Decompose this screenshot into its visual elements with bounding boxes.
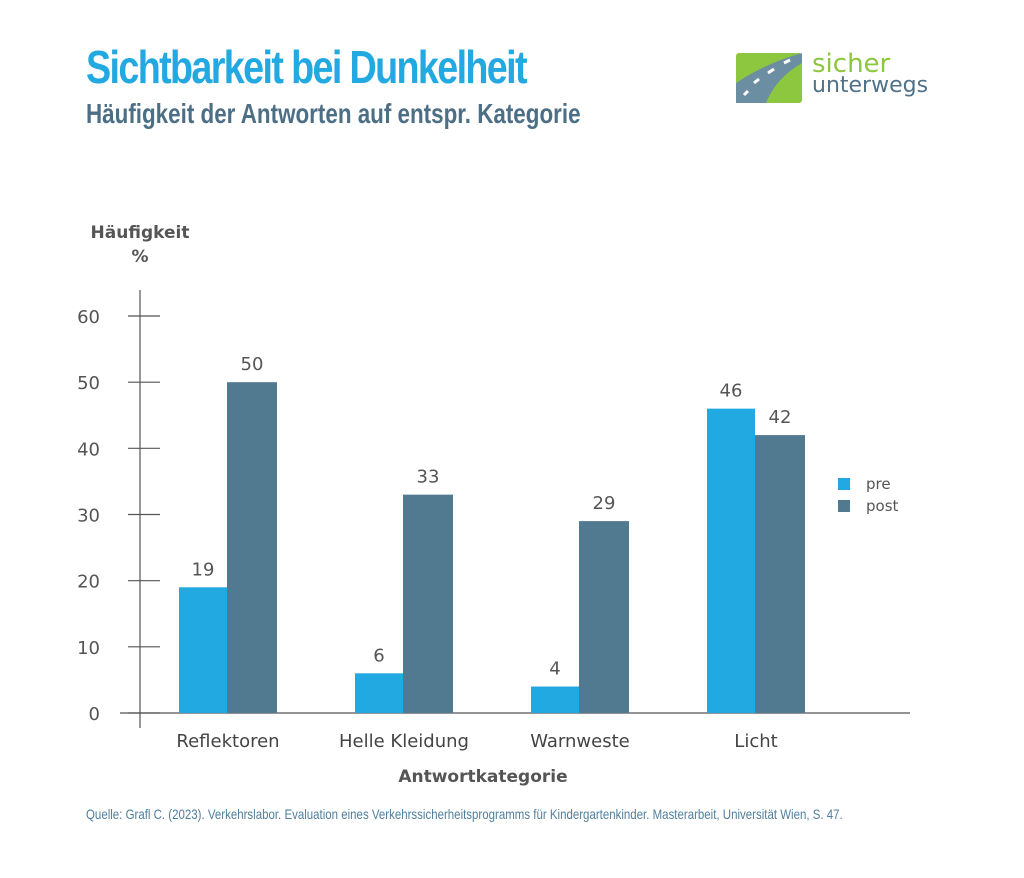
y-tick-label: 60 bbox=[77, 307, 100, 328]
x-tick-label: Licht bbox=[734, 731, 777, 752]
logo-text-unterwegs: unterwegs bbox=[812, 73, 929, 98]
data-label-post: 50 bbox=[241, 354, 264, 375]
data-label-pre: 6 bbox=[373, 645, 384, 666]
y-tick-label: 20 bbox=[77, 572, 100, 593]
logo-text-sicher: sicher bbox=[812, 49, 891, 79]
y-axis-unit: % bbox=[131, 247, 148, 267]
bar-post bbox=[579, 521, 629, 713]
x-tick-label: Warnweste bbox=[530, 731, 629, 752]
legend-label-post: post bbox=[866, 497, 899, 515]
data-label-post: 42 bbox=[769, 407, 792, 428]
bar-pre bbox=[707, 408, 755, 713]
source-citation: Quelle: Grafl C. (2023). Verkehrslabor. … bbox=[86, 806, 843, 822]
bar-post bbox=[227, 382, 277, 713]
y-tick-label: 30 bbox=[77, 506, 100, 527]
bar-pre bbox=[531, 686, 579, 713]
data-label-post: 33 bbox=[417, 467, 440, 488]
bar-post bbox=[755, 435, 805, 713]
y-tick-label: 10 bbox=[77, 638, 100, 659]
data-label-pre: 46 bbox=[720, 381, 743, 402]
x-tick-label: Helle Kleidung bbox=[339, 731, 469, 752]
data-label-pre: 4 bbox=[549, 659, 560, 680]
logo: sicher unterwegs bbox=[736, 49, 956, 103]
legend-label-pre: pre bbox=[866, 475, 891, 493]
bar-post bbox=[403, 494, 453, 713]
bar-pre bbox=[355, 673, 403, 713]
chart-subtitle: Häufigkeit der Antworten auf entspr. Kat… bbox=[86, 98, 581, 129]
data-label-post: 29 bbox=[593, 493, 616, 514]
legend-swatch-pre bbox=[838, 478, 850, 490]
chart-title: Sichtbarkeit bei Dunkelheit bbox=[86, 41, 528, 93]
data-label-pre: 19 bbox=[192, 559, 215, 580]
bar-pre bbox=[179, 587, 227, 713]
y-tick-label: 0 bbox=[89, 704, 100, 725]
road-logo-icon bbox=[736, 53, 802, 103]
x-axis-label: Antwortkategorie bbox=[398, 767, 567, 787]
y-tick-label: 50 bbox=[77, 373, 100, 394]
x-tick-label: Reflektoren bbox=[176, 731, 279, 752]
legend-swatch-post bbox=[838, 500, 850, 512]
y-axis-label: Häufigkeit bbox=[91, 223, 190, 243]
y-tick-label: 40 bbox=[77, 439, 100, 460]
